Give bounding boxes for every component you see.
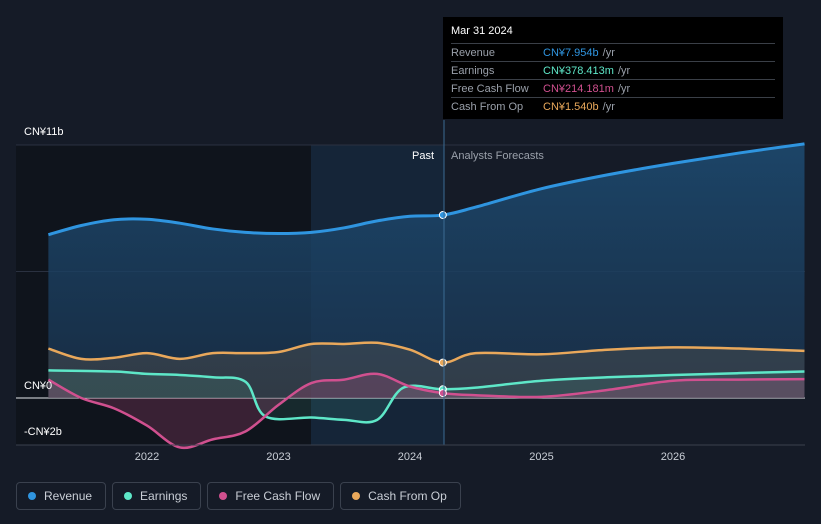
tooltip-date: Mar 31 2024 xyxy=(451,25,513,37)
x-tick-label: 2026 xyxy=(660,451,686,463)
revenue-area xyxy=(48,143,805,398)
tooltip-label: Cash From Op xyxy=(451,100,524,113)
tooltip-value: CN¥7.954b xyxy=(543,46,599,59)
legend-item-revenue[interactable]: Revenue xyxy=(16,482,107,510)
tooltip-label: Free Cash Flow xyxy=(451,82,529,95)
legend-dot-icon xyxy=(352,492,361,500)
legend-label: Earnings xyxy=(140,489,188,503)
y-tick-label-bottom: -CN¥2b xyxy=(24,426,62,438)
forecast-label: Analysts Forecasts xyxy=(451,150,544,162)
tooltip-row-cash-from-op: Cash From Op CN¥1.540b /yr xyxy=(451,97,775,115)
tooltip-row-free-cash-flow: Free Cash Flow CN¥214.181m /yr xyxy=(451,79,775,97)
revenue-marker xyxy=(438,211,447,220)
cash-from-op-line xyxy=(47,341,805,364)
legend-label: Revenue xyxy=(44,489,93,503)
x-tick-label: 2023 xyxy=(266,451,291,463)
cash-from-op-area xyxy=(48,342,805,398)
free-cash-flow-line xyxy=(47,372,805,450)
x-tick-label: 2024 xyxy=(397,451,423,463)
legend-dot-icon xyxy=(219,492,228,500)
tooltip-unit: /yr xyxy=(602,100,615,113)
tooltip-unit: /yr xyxy=(617,64,631,77)
y-tick-label-zero: CN¥0 xyxy=(24,380,53,392)
y-tick-label-top: CN¥11b xyxy=(24,126,64,138)
legend-item-earnings[interactable]: Earnings xyxy=(112,482,202,510)
legend: Revenue Earnings Free Cash Flow Cash Fro… xyxy=(16,482,461,510)
cash-from-op-marker xyxy=(438,358,447,367)
legend-dot-icon xyxy=(28,492,36,500)
tooltip-label: Earnings xyxy=(451,64,495,77)
legend-label: Cash From Op xyxy=(368,489,447,503)
tooltip-row-revenue: Revenue CN¥7.954b /yr xyxy=(451,43,775,61)
legend-label: Free Cash Flow xyxy=(235,489,321,503)
past-label: Past xyxy=(412,150,435,162)
tooltip-row-earnings: Earnings CN¥378.413m /yr xyxy=(451,61,775,79)
tooltip-value: CN¥1.540b xyxy=(543,100,599,113)
legend-item-cash-from-op[interactable]: Cash From Op xyxy=(340,482,461,510)
legend-dot-icon xyxy=(124,492,133,500)
x-tick-label: 2022 xyxy=(134,451,160,463)
revenue-line xyxy=(47,142,805,237)
free-cash-flow-area xyxy=(48,373,805,448)
earnings-area xyxy=(48,370,805,423)
tooltip-label: Revenue xyxy=(451,46,496,59)
legend-item-free-cash-flow[interactable]: Free Cash Flow xyxy=(207,482,335,510)
x-tick-label: 2025 xyxy=(529,451,554,463)
free-cash-flow-marker xyxy=(438,389,447,398)
tooltip-value: CN¥214.181m xyxy=(543,82,614,95)
earnings-line xyxy=(48,369,805,424)
tooltip-unit: /yr xyxy=(602,46,615,59)
tooltip: Mar 31 2024 Revenue CN¥7.954b /yr Earnin… xyxy=(443,17,783,119)
tooltip-unit: /yr xyxy=(617,82,631,95)
tooltip-value: CN¥378.413m xyxy=(543,64,614,77)
